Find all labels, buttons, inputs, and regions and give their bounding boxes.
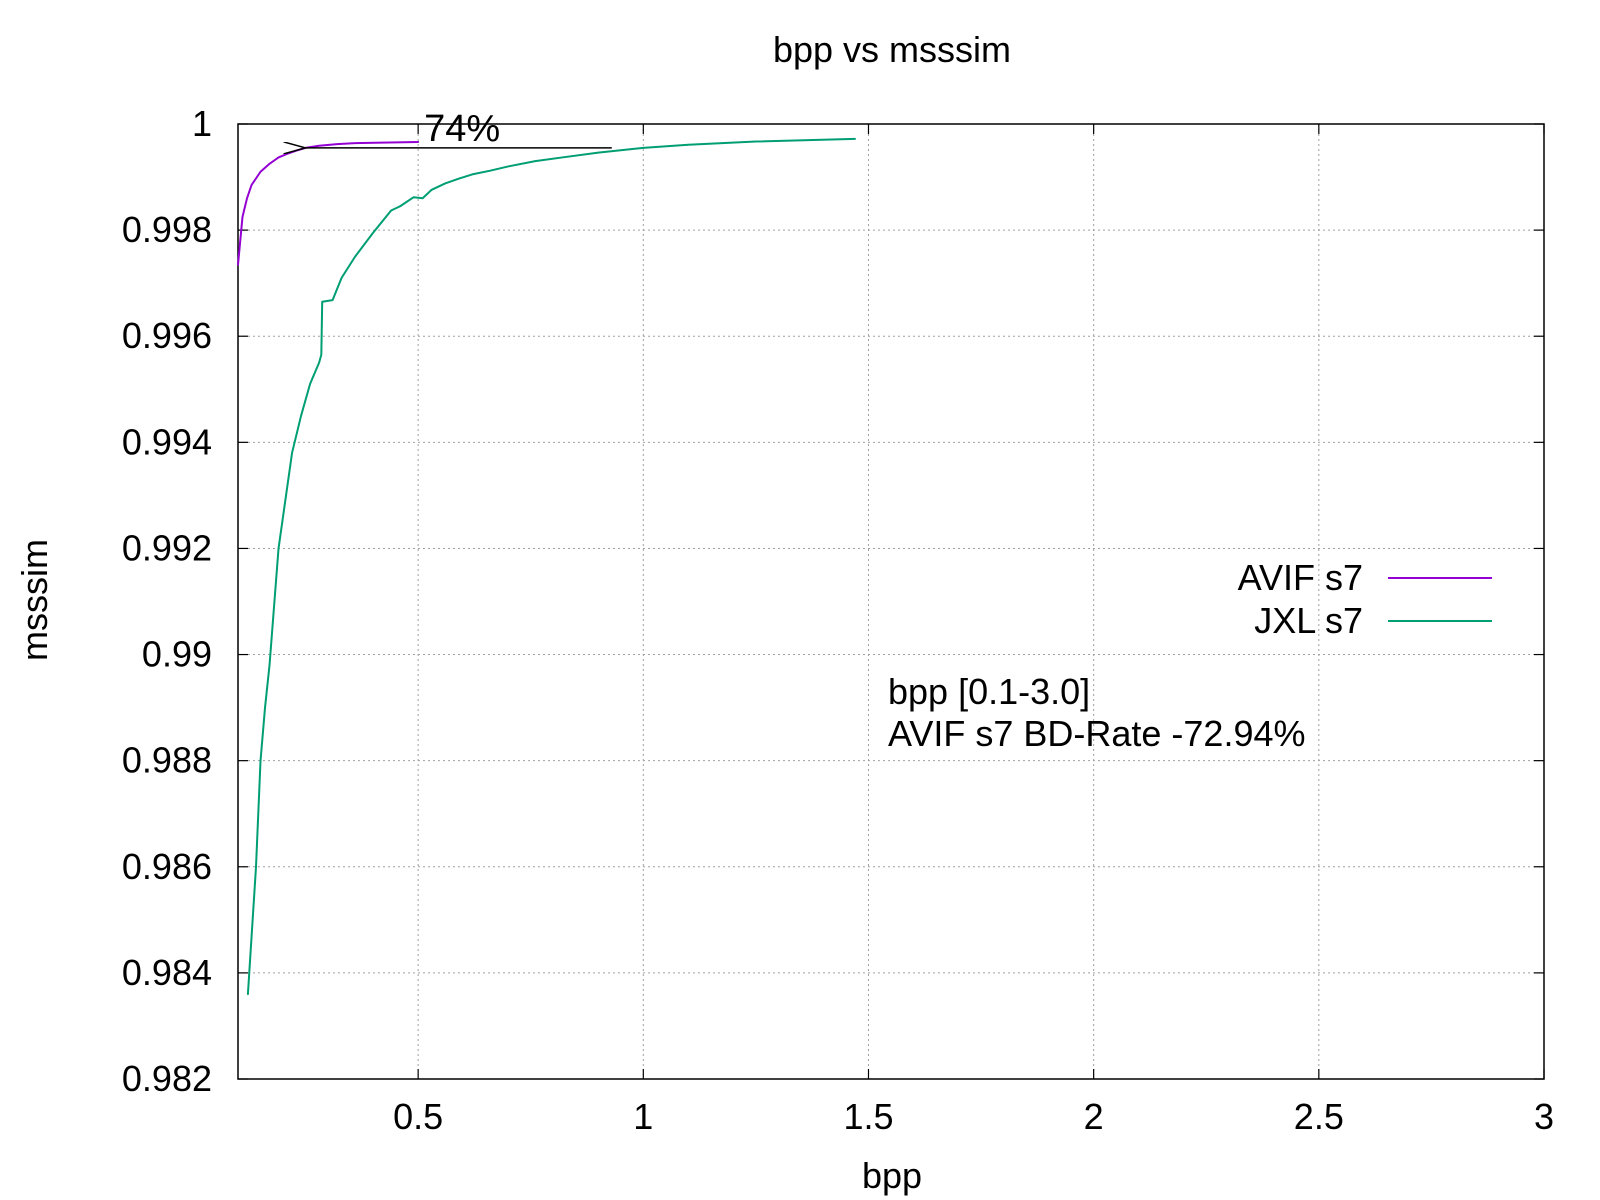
- y-tick-label-7: 0.996: [122, 315, 212, 356]
- x-tick-label-1: 1: [633, 1096, 653, 1137]
- bd-rate-annotation: AVIF s7 BD-Rate -72.94%: [888, 713, 1306, 754]
- series-lines: [237, 137, 856, 996]
- legend-label-jxl-s7: JXL s7: [1254, 600, 1363, 641]
- y-tick-label-5: 0.992: [122, 527, 212, 568]
- y-tick-label-0: 0.982: [122, 1058, 212, 1099]
- y-axis-label: msssim: [14, 539, 55, 661]
- annotation-percent-label: 74%: [424, 108, 500, 150]
- x-tick-label-3: 2: [1084, 1096, 1104, 1137]
- y-tick-label-4: 0.99: [142, 634, 212, 675]
- y-tick-label-8: 0.998: [122, 209, 212, 250]
- y-tick-label-3: 0.988: [122, 740, 212, 781]
- x-tick-label-0: 0.5: [393, 1096, 443, 1137]
- axis-ticks: 0.5 1 1.5 2 2.5 3 0.982 0.984 0.986 0.988 0.99 0.99…: [122, 103, 1554, 1137]
- y-tick-label-9: 1: [192, 103, 212, 144]
- y-tick-label-2: 0.986: [122, 846, 212, 887]
- series-line-avif-s7: [237, 141, 420, 266]
- x-axis-label: bpp: [862, 1155, 922, 1196]
- x-tick-label-5: 3: [1534, 1096, 1554, 1137]
- x-tick-label-2: 1.5: [843, 1096, 893, 1137]
- y-tick-label-1: 0.984: [122, 952, 212, 993]
- x-tick-label-4: 2.5: [1294, 1096, 1344, 1137]
- plot-frame: [237, 123, 1545, 1080]
- series-line-jxl-s7: [246, 137, 856, 996]
- grid-lines: [238, 124, 1544, 1079]
- legend-label-avif-s7: AVIF s7: [1238, 557, 1363, 598]
- bpp-range-annotation: bpp [0.1-3.0]: [888, 671, 1090, 712]
- chart-title: bpp vs msssim: [773, 29, 1011, 70]
- y-tick-label-6: 0.994: [122, 421, 212, 462]
